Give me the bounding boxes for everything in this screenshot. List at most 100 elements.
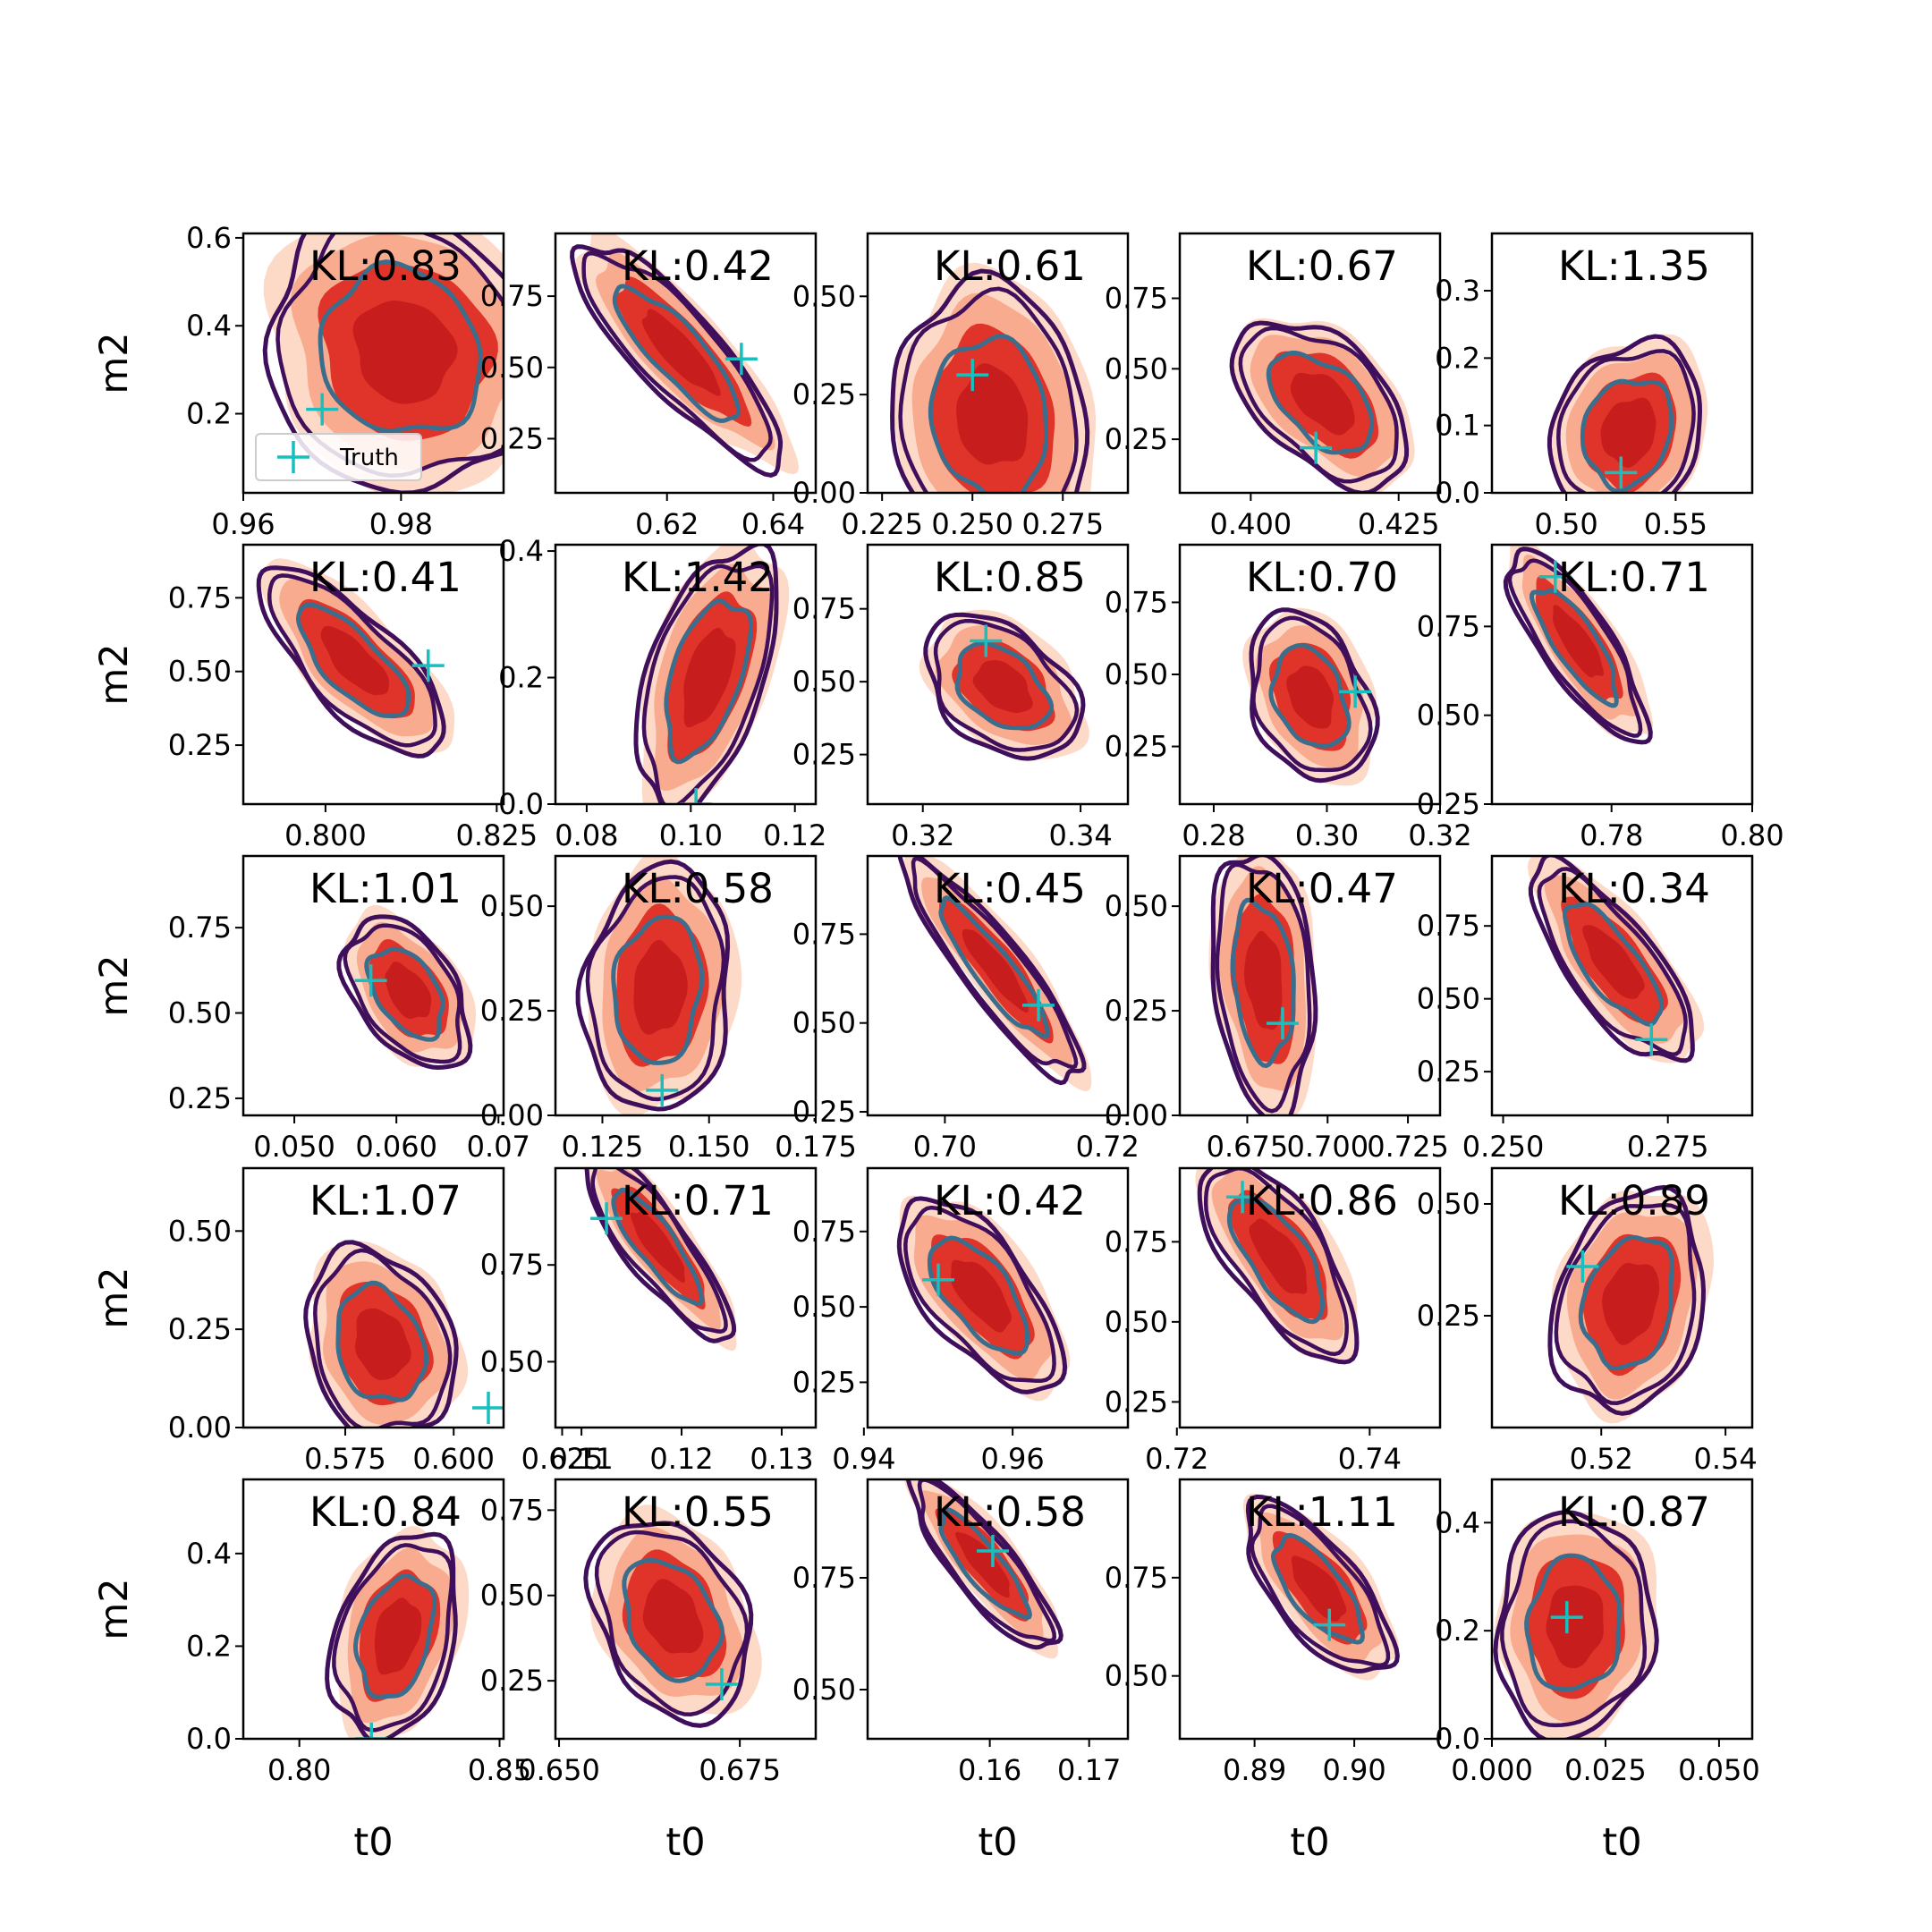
contour-line-outer	[256, 565, 446, 758]
subplot-25: 0.000 0.025 0.050 0.0 0.2 0.4 KL:0.87 t0	[1435, 1478, 1760, 1865]
x-tick-label: 0.90	[1322, 1753, 1385, 1787]
axes-frame	[554, 1478, 818, 1741]
contour-line-inner	[622, 1557, 725, 1683]
contour-line-second	[903, 1205, 1056, 1384]
kl-label: KL:0.71	[622, 1177, 774, 1224]
subplot-20: 0.52 0.54 0.25 0.50 KL:0.89	[1417, 1166, 1758, 1476]
contour-group	[633, 545, 790, 804]
axes-frame	[1490, 1478, 1754, 1741]
kde-fill-core	[385, 962, 432, 1020]
y-tick-label: 0.50	[792, 665, 856, 699]
y-axis-label: m2	[92, 1578, 137, 1640]
contour-line-second	[332, 1543, 454, 1733]
subplot-1: 0.96 0.98 0.2 0.4 0.6 KL:0.83 m2 Truth	[92, 221, 505, 541]
subplot-4: 0.400 0.425 0.25 0.50 0.75 KL:0.67	[1105, 232, 1442, 541]
y-tick-label: 0.25	[168, 1081, 232, 1115]
y-tick-label: 0.75	[168, 580, 232, 614]
subplot-19: 0.72 0.74 0.25 0.50 0.75 KL:0.86	[1105, 1166, 1442, 1476]
contour-line-outer	[905, 1479, 1063, 1650]
truth-marker	[411, 649, 445, 682]
contour-line-inner	[938, 895, 1050, 1039]
axes-frame	[866, 232, 1130, 495]
x-tick-label: 0.250	[931, 507, 1013, 541]
y-tick-label: 0.4	[1435, 1505, 1480, 1539]
y-tick-label: 0.75	[1105, 1224, 1168, 1258]
y-tick-label: 0.25	[792, 738, 856, 772]
kde-fill-core	[633, 939, 688, 1035]
x-tick-label: 0.10	[659, 818, 723, 852]
subplot-6: 0.800 0.825 0.25 0.50 0.75 KL:0.41 m2	[92, 543, 538, 852]
subplot-5: 0.50 0.55 0.0 0.1 0.2 0.3 KL:1.35	[1435, 232, 1754, 541]
kl-label: KL:0.87	[1558, 1488, 1710, 1536]
truth-marker	[680, 788, 713, 804]
y-tick-label: 0.50	[792, 279, 856, 313]
y-tick-label: 0.25	[792, 1095, 856, 1129]
kl-label: KL:0.67	[1246, 242, 1398, 290]
contour-group	[575, 856, 742, 1115]
y-tick-label: 0.50	[168, 655, 232, 689]
y-tick-label: 0.50	[1105, 1305, 1168, 1339]
y-tick-label: 0.75	[792, 917, 856, 951]
contour-line-outer	[336, 914, 473, 1071]
y-tick-label: 0.75	[1417, 609, 1480, 643]
kl-label: KL:0.89	[1558, 1177, 1710, 1224]
x-tick-label: 0.78	[1580, 818, 1643, 852]
contour-line-outer	[633, 545, 779, 804]
contour-group	[1527, 856, 1704, 1063]
y-axis-label: m2	[92, 643, 137, 705]
truth-marker	[1226, 1181, 1259, 1214]
truth-marker	[472, 1392, 504, 1425]
truth-marker	[590, 1202, 623, 1235]
contour-line-inner	[335, 1280, 429, 1402]
kl-label: KL:0.70	[1246, 554, 1398, 601]
contour-line-second	[581, 250, 773, 462]
contour-line-second	[267, 573, 437, 748]
contour-line-outer	[890, 268, 1090, 493]
y-tick-label: 0.50	[1105, 352, 1168, 386]
contour-line-second	[1250, 1504, 1391, 1668]
x-tick-label: 0.425	[1358, 507, 1440, 541]
subplot-2: 0.62 0.64 0.25 0.50 0.75 KL:0.42	[480, 232, 818, 541]
x-axis-label: t0	[978, 1820, 1017, 1865]
x-tick-label: 0.07	[467, 1130, 530, 1164]
x-tick-label: 0.85	[468, 1753, 531, 1787]
kde-fill-core	[352, 301, 458, 404]
x-tick-label: 0.72	[1076, 1130, 1140, 1164]
contour-line-second	[911, 856, 1079, 1070]
y-tick-label: 0.75	[168, 911, 232, 945]
kl-label: KL:0.42	[934, 1177, 1086, 1224]
subplot-18: 0.94 0.96 0.25 0.50 0.75 KL:0.42	[792, 1166, 1130, 1476]
truth-marker	[306, 393, 339, 426]
y-tick-label: 0.25	[480, 994, 544, 1028]
axes-frame	[242, 543, 505, 806]
truth-marker	[705, 1667, 738, 1700]
y-tick-label: 0.4	[498, 534, 544, 568]
y-tick-label: 0.50	[480, 889, 544, 923]
contour-group	[1195, 1168, 1360, 1365]
kde-fill-core	[1546, 1585, 1604, 1668]
contour-group	[325, 1526, 470, 1739]
truth-marker	[970, 624, 1003, 657]
subplot-11: 0.050 0.060 0.07 0.25 0.50 0.75 KL:1.01 m2	[92, 854, 530, 1164]
kl-label: KL:1.01	[309, 865, 462, 912]
x-tick-label: 0.025	[1564, 1753, 1647, 1787]
y-tick-label: 0.0	[1435, 476, 1480, 510]
contour-group	[583, 1504, 762, 1728]
y-tick-label: 0.25	[480, 421, 544, 455]
contour-line-inner	[1230, 897, 1296, 1069]
y-tick-label: 0.2	[1435, 341, 1480, 375]
y-tick-label: 0.75	[1105, 282, 1168, 316]
axes-frame	[1178, 232, 1442, 495]
contour-line-outer	[262, 233, 504, 493]
truth-marker	[1605, 456, 1638, 489]
axes-frame	[554, 854, 818, 1117]
contour-group	[570, 233, 800, 478]
y-tick-label: 0.75	[480, 1248, 544, 1282]
contour-line-second	[590, 1168, 728, 1334]
x-tick-label: 0.70	[913, 1130, 977, 1164]
subplot-8: 0.32 0.34 0.25 0.50 0.75 KL:0.85	[792, 543, 1130, 852]
truth-marker	[355, 1723, 388, 1739]
contour-line-outer	[1547, 1184, 1707, 1416]
axes-frame	[866, 543, 1130, 806]
contour-line-outer	[1493, 1510, 1659, 1739]
